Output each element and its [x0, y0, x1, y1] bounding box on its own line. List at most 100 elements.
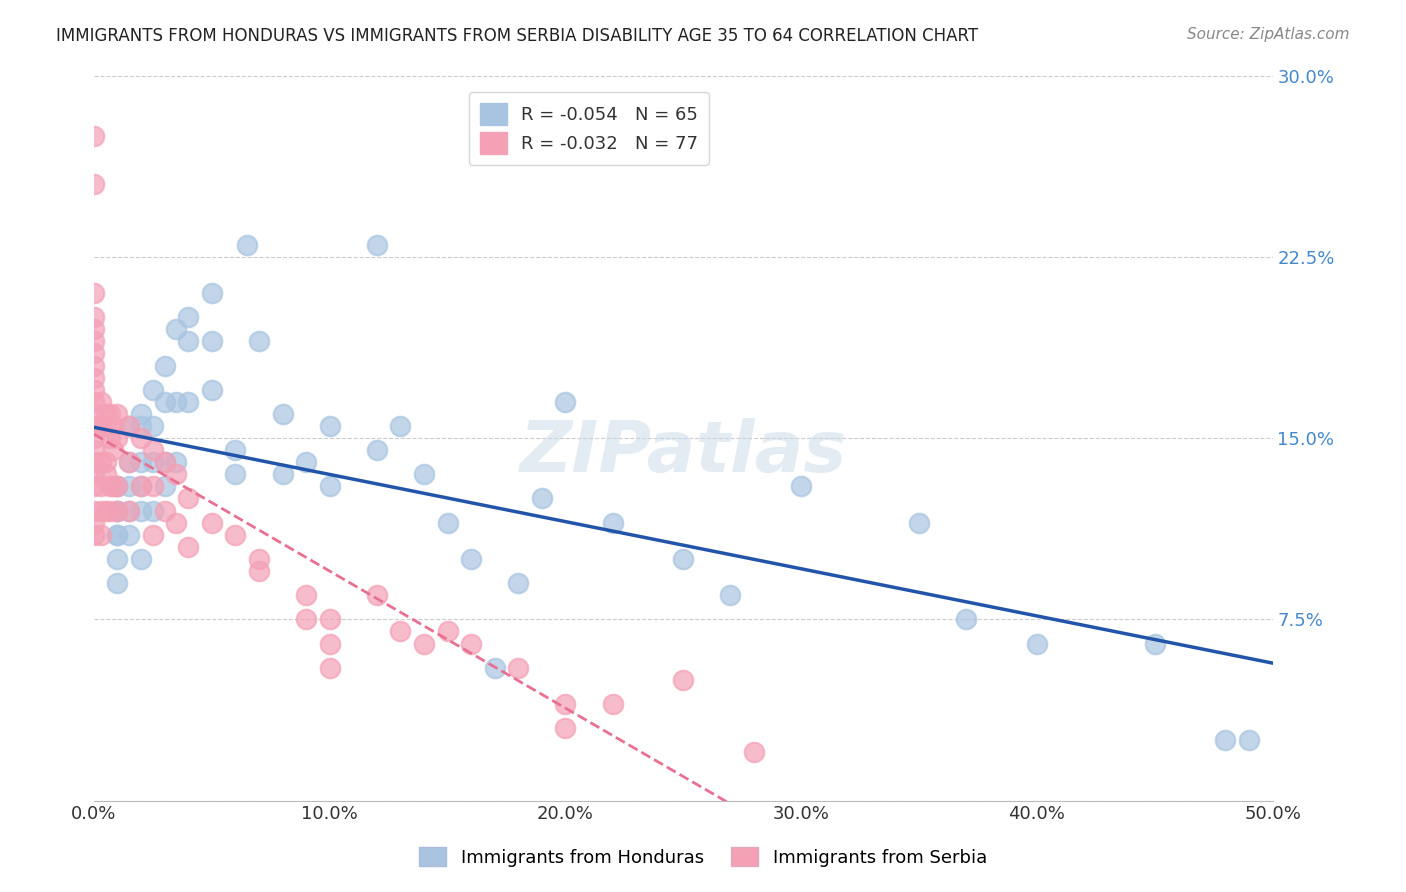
Point: [295, 455, 318, 469]
Text: IMMIGRANTS FROM HONDURAS VS IMMIGRANTS FROM SERBIA DISABILITY AGE 35 TO 64 CORRE: IMMIGRANTS FROM HONDURAS VS IMMIGRANTS F…: [56, 27, 979, 45]
Point: [460, 552, 482, 566]
Point: [790, 479, 813, 493]
Point: [107, 479, 129, 493]
Point: [129, 552, 152, 566]
Point: [83, 383, 105, 397]
Point: [224, 443, 246, 458]
Point: [100, 503, 122, 517]
Point: [118, 503, 141, 517]
Point: [118, 455, 141, 469]
Point: [83, 479, 105, 493]
Point: [955, 612, 977, 626]
Point: [142, 455, 165, 469]
Point: [107, 431, 129, 445]
Point: [318, 661, 340, 675]
Point: [366, 237, 388, 252]
Point: [1143, 636, 1166, 650]
Point: [908, 516, 931, 530]
Point: [165, 322, 187, 336]
Point: [318, 636, 340, 650]
Point: [153, 503, 176, 517]
Point: [177, 394, 200, 409]
Point: [201, 516, 224, 530]
Point: [129, 479, 152, 493]
Point: [94, 407, 117, 421]
Point: [142, 479, 165, 493]
Point: [107, 479, 129, 493]
Point: [129, 431, 152, 445]
Point: [177, 334, 200, 349]
Point: [94, 467, 117, 482]
Point: [389, 624, 412, 639]
Point: [90, 527, 112, 541]
Point: [107, 576, 129, 591]
Point: [295, 588, 318, 602]
Point: [153, 455, 176, 469]
Point: [165, 455, 187, 469]
Point: [271, 467, 294, 482]
Point: [90, 419, 112, 434]
Point: [142, 527, 165, 541]
Point: [672, 673, 695, 687]
Point: [83, 322, 105, 336]
Point: [436, 624, 458, 639]
Point: [389, 419, 412, 434]
Point: [83, 128, 105, 143]
Point: [83, 455, 105, 469]
Point: [153, 394, 176, 409]
Point: [165, 516, 187, 530]
Point: [83, 370, 105, 384]
Point: [129, 503, 152, 517]
Point: [142, 383, 165, 397]
Point: [83, 178, 105, 192]
Point: [90, 394, 112, 409]
Point: [107, 479, 129, 493]
Point: [554, 721, 576, 735]
Point: [83, 407, 105, 421]
Point: [83, 467, 105, 482]
Point: [107, 552, 129, 566]
Point: [247, 334, 270, 349]
Point: [118, 527, 141, 541]
Point: [83, 431, 105, 445]
Point: [554, 697, 576, 711]
Point: [153, 479, 176, 493]
Point: [295, 612, 318, 626]
Point: [90, 479, 112, 493]
Point: [100, 479, 122, 493]
Point: [118, 419, 141, 434]
Legend: Immigrants from Honduras, Immigrants from Serbia: Immigrants from Honduras, Immigrants fro…: [412, 840, 994, 874]
Point: [413, 636, 436, 650]
Point: [224, 467, 246, 482]
Point: [554, 394, 576, 409]
Point: [118, 419, 141, 434]
Point: [83, 346, 105, 360]
Point: [460, 636, 482, 650]
Point: [366, 443, 388, 458]
Point: [83, 527, 105, 541]
Point: [83, 516, 105, 530]
Point: [100, 407, 122, 421]
Point: [90, 455, 112, 469]
Point: [83, 359, 105, 373]
Point: [318, 479, 340, 493]
Point: [142, 443, 165, 458]
Point: [1025, 636, 1047, 650]
Point: [101, 479, 124, 493]
Point: [318, 612, 340, 626]
Point: [177, 491, 200, 506]
Point: [224, 527, 246, 541]
Point: [236, 237, 259, 252]
Point: [83, 286, 105, 301]
Point: [201, 383, 224, 397]
Point: [142, 503, 165, 517]
Point: [129, 455, 152, 469]
Point: [83, 419, 105, 434]
Point: [129, 479, 152, 493]
Point: [1215, 733, 1237, 747]
Point: [484, 661, 506, 675]
Point: [107, 503, 129, 517]
Point: [118, 479, 141, 493]
Point: [1237, 733, 1260, 747]
Point: [107, 503, 129, 517]
